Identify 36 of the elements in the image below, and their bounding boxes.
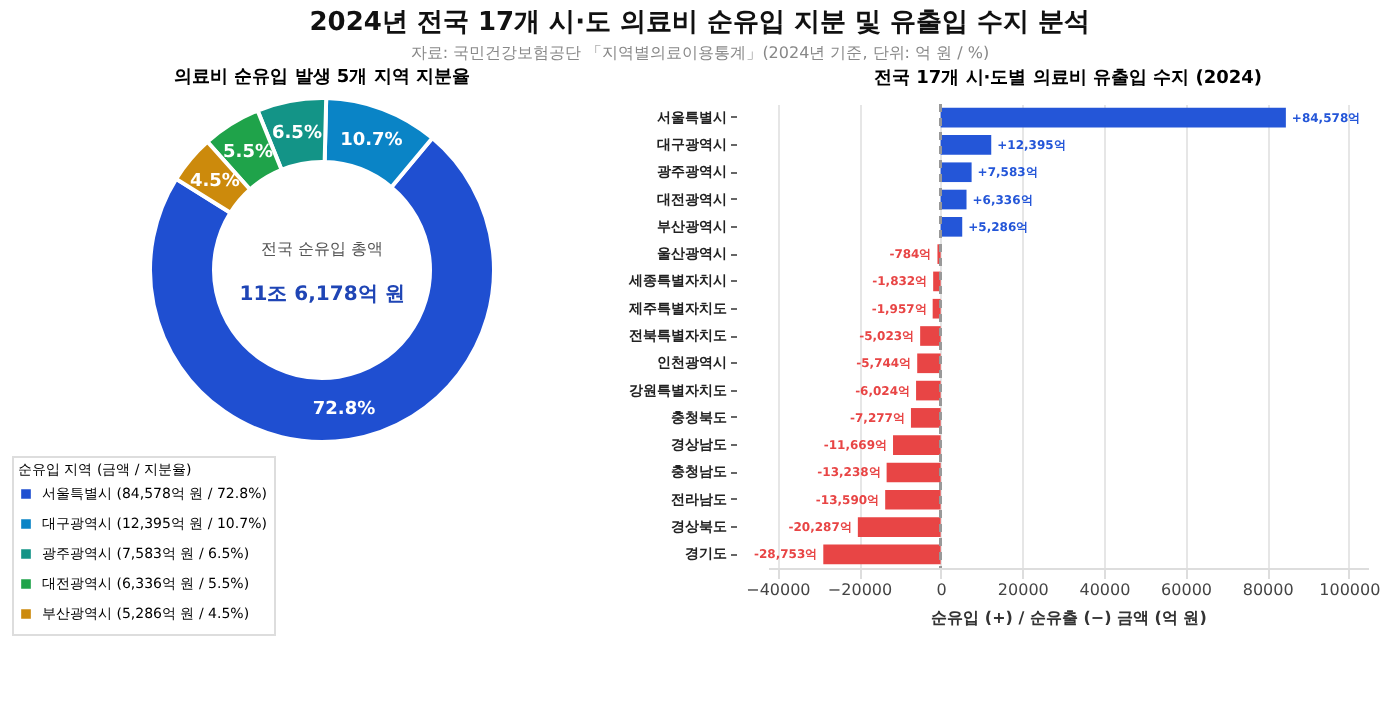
bar	[823, 544, 941, 565]
text: 2024년 전국 17개 시·도 의료비 순유입 지분 및 유출입 수지 분석	[307, 6, 1093, 40]
bar	[932, 298, 941, 319]
bar	[885, 489, 941, 510]
text: 자료: 국민건강보험공단 「지역별의료이용통계」(2024년 기준, 단위: 억 원 / %)	[408, 42, 992, 64]
bar	[917, 353, 941, 374]
bar	[910, 408, 941, 428]
bar	[940, 217, 963, 237]
bar	[916, 380, 941, 401]
x-tick-label: 100000	[1319, 581, 1381, 599]
x-tick-label: 60000	[1161, 581, 1212, 599]
x-tick-label: 0	[936, 581, 947, 599]
data-label: 4.5%	[189, 171, 240, 192]
x-axis-title: 순유입 (+) / 순유출 (−) 금액 (억 원)	[931, 609, 1207, 627]
chart-title: 전국 17개 시·도별 의료비 유출입 수지 (2024)	[873, 67, 1263, 89]
text: 11조 6,178억 원	[239, 284, 405, 306]
bar	[920, 326, 941, 346]
bar	[893, 435, 941, 455]
x-tick-label: 20000	[997, 581, 1049, 599]
bar	[857, 517, 941, 537]
data-label: 5.5%	[223, 143, 273, 164]
data-label: 72.8%	[312, 400, 376, 421]
data-label: 6.5%	[272, 124, 322, 145]
bar	[940, 135, 992, 155]
bar	[940, 162, 972, 183]
x-tick-label: −20000	[827, 581, 893, 599]
bar	[940, 189, 967, 210]
bar	[886, 462, 941, 483]
bar	[940, 107, 1286, 128]
text: 전국 순유입 총액	[260, 240, 384, 258]
chart-title: 의료비 순유입 발생 5개 지역 지분율	[174, 68, 470, 88]
x-tick-label: 40000	[1079, 581, 1131, 599]
bar	[933, 271, 941, 292]
data-label: 10.7%	[340, 131, 403, 151]
x-tick-label: −40000	[746, 581, 811, 599]
x-tick-label: 80000	[1242, 581, 1294, 599]
